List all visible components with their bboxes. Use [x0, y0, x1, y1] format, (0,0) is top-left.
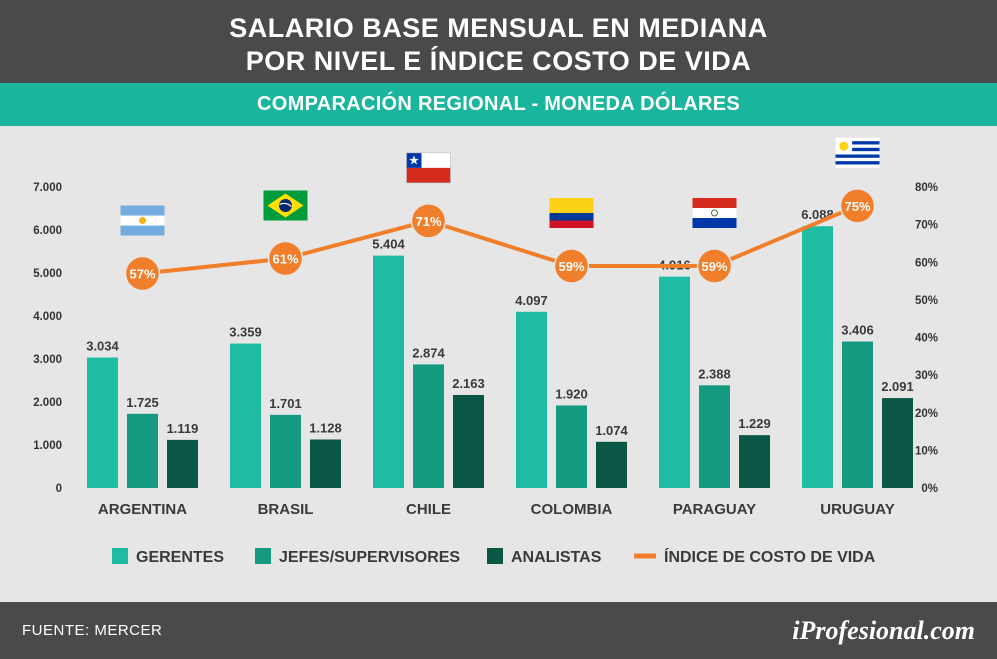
bar-value-label: 1.229 [738, 416, 771, 431]
bar-colombia-2 [556, 405, 587, 488]
cost-of-living-label: 61% [272, 251, 298, 266]
bar-uruguay-1 [802, 226, 833, 488]
bar-value-label: 3.034 [86, 339, 119, 354]
source-text: FUENTE: MERCER [22, 622, 163, 639]
bar-value-label: 2.874 [412, 345, 445, 360]
bar-value-label: 1.701 [269, 396, 302, 411]
y-left-tick-label: 0 [56, 483, 62, 495]
bar-value-label: 2.091 [881, 379, 914, 394]
category-label: URUGUAY [820, 501, 894, 518]
footer: FUENTE: MERCER iProfesional.com [0, 602, 997, 659]
y-right-tick-label: 60% [915, 257, 938, 269]
bar-argentina-2 [127, 413, 158, 488]
y-right-tick-label: 20% [915, 408, 938, 420]
bar-value-label: 2.163 [452, 376, 485, 391]
bar-value-label: 3.359 [229, 325, 262, 340]
category-label: BRASIL [258, 501, 314, 518]
category-label: PARAGUAY [673, 501, 756, 518]
bar-paraguay-2 [699, 385, 730, 488]
chile-flag [406, 152, 451, 184]
bar-value-label: 3.406 [841, 323, 874, 338]
y-left-tick-label: 2.000 [33, 397, 62, 409]
bar-value-label: 2.388 [698, 366, 731, 381]
cost-of-living-label: 71% [415, 214, 441, 229]
header: SALARIO BASE MENSUAL EN MEDIANA POR NIVE… [0, 0, 997, 83]
bar-paraguay-1 [659, 276, 690, 488]
y-left-tick-label: 4.000 [33, 311, 62, 323]
bar-chile-3 [453, 394, 484, 488]
uruguay-flag [835, 137, 880, 168]
bar-brasil-3 [310, 439, 341, 488]
cost-of-living-marker [696, 248, 733, 284]
cost-of-living-label: 75% [844, 199, 870, 214]
y-left-tick-label: 6.000 [33, 225, 62, 237]
y-left-tick-label: 3.000 [33, 354, 62, 366]
argentina-flag [120, 205, 165, 236]
y-right-tick-label: 0% [921, 483, 938, 495]
category-label: ARGENTINA [98, 501, 187, 518]
bar-uruguay-3 [882, 398, 913, 488]
cost-of-living-marker [124, 255, 161, 292]
bar-value-label: 1.119 [167, 421, 199, 436]
bar-brasil-2 [270, 414, 301, 488]
title-line-1: SALARIO BASE MENSUAL EN MEDIANA [229, 13, 768, 43]
colombia-flag [549, 198, 594, 229]
bar-colombia-1 [516, 311, 547, 488]
bar-argentina-3 [167, 439, 198, 488]
legend-swatch [487, 548, 503, 564]
y-left-tick-label: 7.000 [33, 182, 62, 194]
legend-label: GERENTES [136, 549, 224, 566]
y-right-tick-label: 30% [915, 370, 938, 382]
bar-chile-2 [413, 364, 444, 488]
cost-of-living-label: 57% [129, 267, 155, 282]
category-label: COLOMBIA [531, 501, 613, 518]
salary-chart: 0 1.000 2.000 3.000 4.000 5.000 6.000 7.000 0% 10… [33, 137, 938, 566]
y-right-tick-label: 70% [915, 220, 938, 232]
bar-colombia-3 [596, 441, 627, 488]
y-right-tick-label: 40% [915, 333, 938, 345]
title-line-2: POR NIVEL E ÍNDICE COSTO DE VIDA [245, 46, 752, 76]
cost-of-living-marker [839, 188, 876, 224]
legend-label: ÍNDICE DE COSTO DE VIDA [664, 547, 876, 566]
bar-argentina-1 [87, 357, 118, 488]
cost-of-living-marker [410, 203, 447, 239]
y-right-tick-label: 80% [915, 182, 938, 194]
bar-value-label: 1.128 [309, 420, 342, 435]
bar-paraguay-3 [739, 435, 770, 488]
bar-value-label: 1.920 [555, 386, 588, 401]
legend-line-swatch [634, 553, 656, 559]
legend-swatch [255, 548, 271, 564]
cost-of-living-marker [267, 240, 304, 277]
cost-of-living-line [142, 203, 859, 276]
y-right-tick-label: 10% [915, 445, 938, 457]
bar-value-label: 4.097 [515, 293, 548, 308]
brazil-flag [263, 190, 308, 221]
y-right-tick-label: 50% [915, 295, 938, 307]
brand-logo: iProfesional.com [792, 616, 975, 645]
cost-of-living-label: 59% [558, 259, 584, 274]
y-left-tick-label: 5.000 [33, 268, 62, 280]
bar-value-label: 1.074 [595, 423, 628, 438]
paraguay-flag [692, 198, 737, 229]
legend-label: ANALISTAS [511, 549, 602, 566]
subtitle: COMPARACIÓN REGIONAL - MONEDA DÓLARES [0, 83, 997, 126]
bar-brasil-1 [230, 343, 261, 488]
cost-of-living-marker [553, 248, 590, 284]
cost-of-living-label: 59% [701, 259, 727, 274]
category-label: CHILE [406, 501, 451, 518]
bar-uruguay-2 [842, 341, 873, 488]
legend-swatch [112, 548, 128, 564]
bar-chile-1 [373, 255, 404, 488]
bar-value-label: 1.725 [126, 395, 159, 410]
legend-label: JEFES/SUPERVISORES [279, 549, 460, 566]
y-left-tick-label: 1.000 [33, 440, 62, 452]
bar-value-label: 5.404 [372, 237, 405, 252]
